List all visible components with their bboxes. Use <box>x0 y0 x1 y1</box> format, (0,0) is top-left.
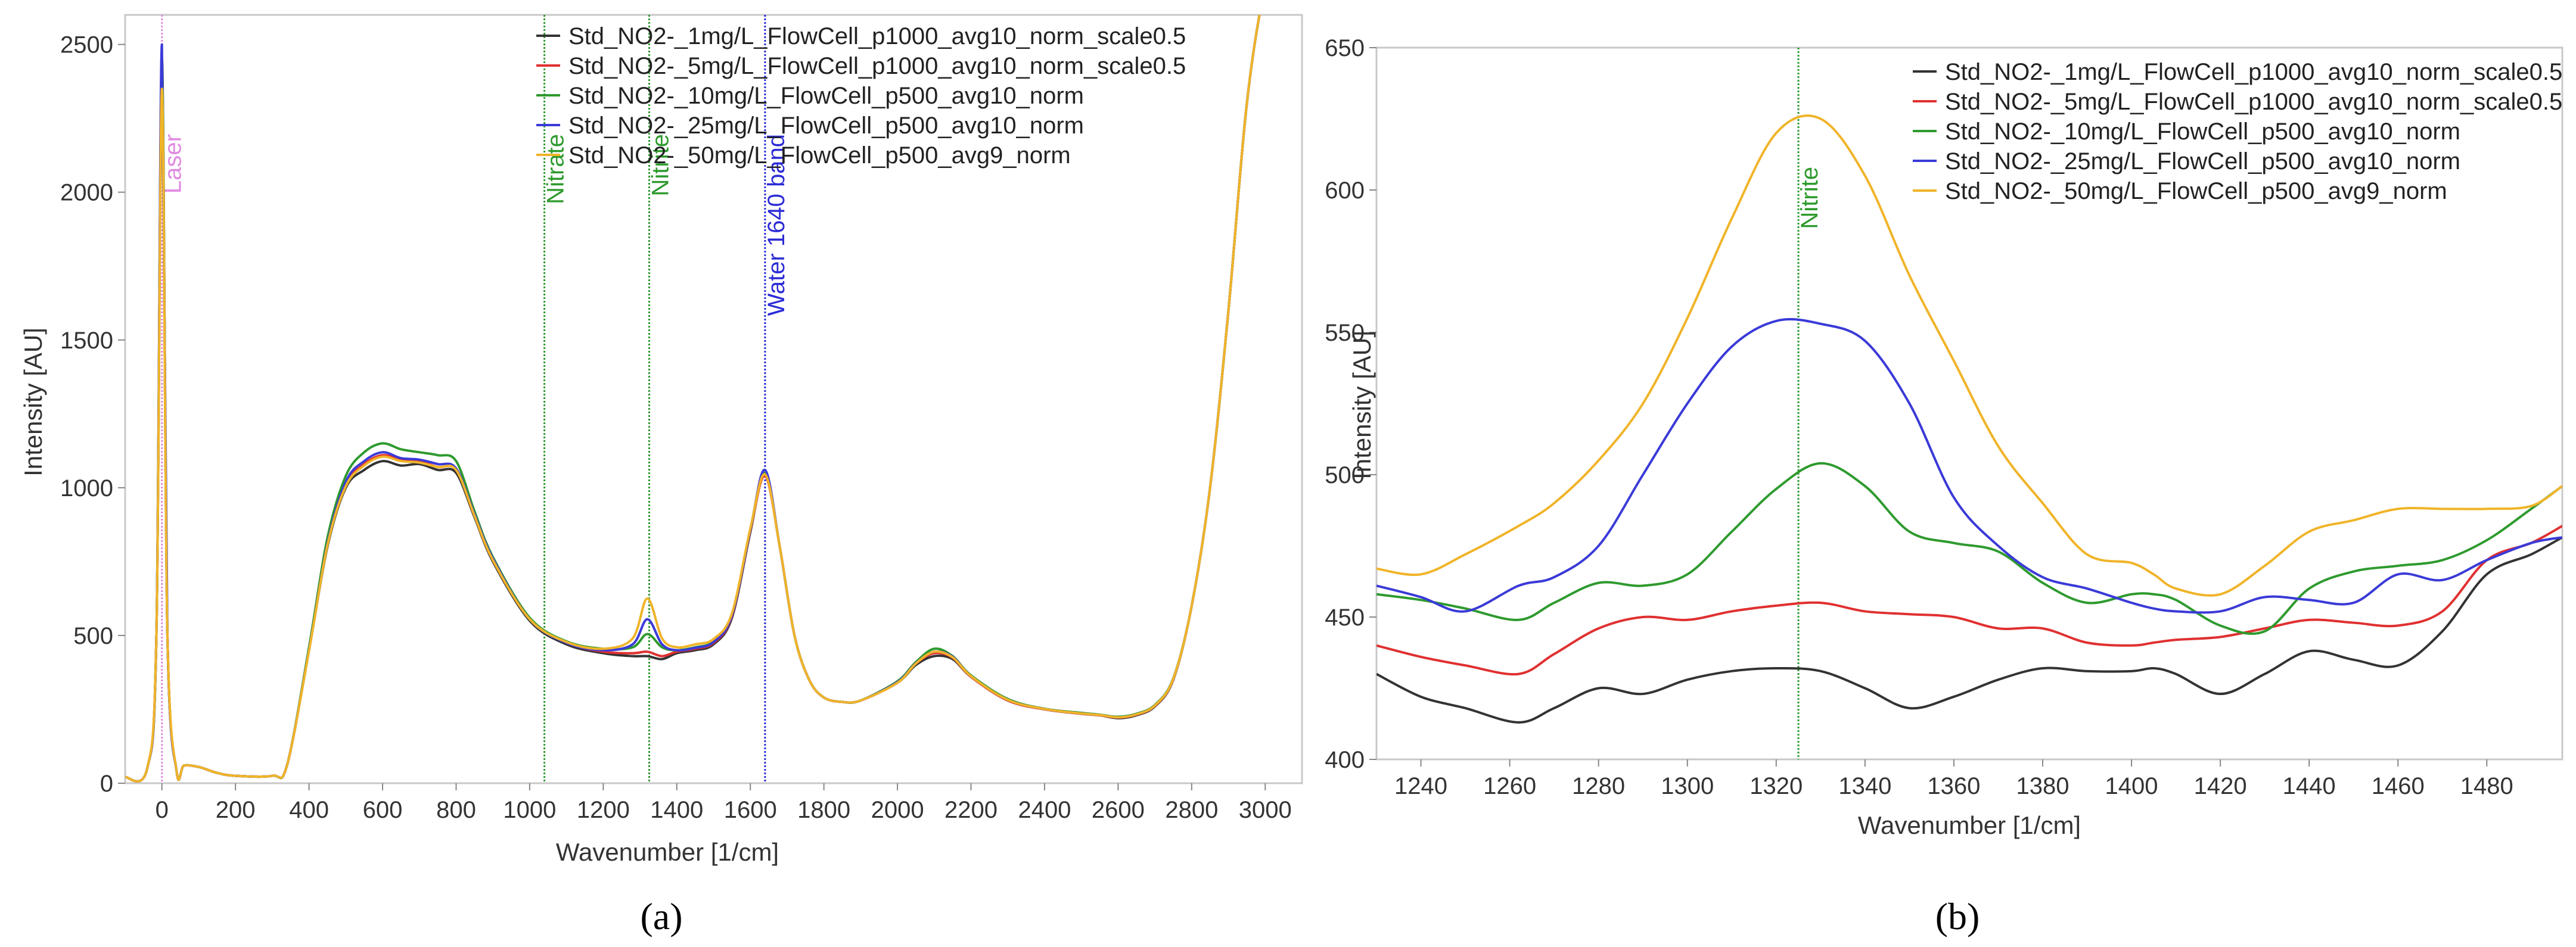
y-tick-label: 0 <box>100 771 113 797</box>
panel-a-y-axis-title: Intensity [AU] <box>19 328 47 476</box>
x-tick-label: 1300 <box>1661 773 1714 799</box>
y-tick-label: 550 <box>1325 320 1365 346</box>
panel-b-x-ticks: 1240 1260 1280 1300 1320 1340 1360 1380 1400 1420… <box>1394 759 2513 799</box>
x-tick-label: 1440 <box>2283 773 2336 799</box>
x-tick-label: 600 <box>363 797 403 823</box>
legend-entry: Std_NO2-_50mg/L_FlowCell_p500_avg9_norm <box>568 142 1071 169</box>
panel-a-x-axis-title: Wavenumber [1/cm] <box>556 838 779 866</box>
x-tick-label: 1320 <box>1750 773 1803 799</box>
annotation-label: Nitrite <box>1797 167 1823 229</box>
panel-b-y-ticks: 400 450 500 550 600 650 <box>1325 35 1376 773</box>
x-tick-label: 1000 <box>503 797 556 823</box>
x-tick-label: 1260 <box>1483 773 1536 799</box>
series-line <box>125 15 1261 783</box>
series-line <box>1376 462 2562 635</box>
caption-a: (a) <box>640 895 682 937</box>
x-tick-label: 2000 <box>871 797 924 823</box>
legend-entry: Std_NO2-_1mg/L_FlowCell_p1000_avg10_norm… <box>1945 59 2562 85</box>
y-tick-label: 500 <box>1325 462 1365 488</box>
x-tick-label: 1380 <box>2016 773 2069 799</box>
x-tick-label: 1340 <box>1838 773 1891 799</box>
panel-b-y-axis-title: Intensity [AU] <box>1348 331 1376 479</box>
caption-b: (b) <box>1935 895 1980 937</box>
annotation-label: Nitrate <box>543 134 569 204</box>
panel-b-legend: Std_NO2-_1mg/L_FlowCell_p1000_avg10_norm… <box>1913 59 2562 204</box>
legend-entry: Std_NO2-_25mg/L_FlowCell_p500_avg10_norm <box>568 113 1084 139</box>
y-tick-label: 2500 <box>60 32 113 58</box>
x-tick-label: 3000 <box>1239 797 1292 823</box>
x-tick-label: 1600 <box>724 797 777 823</box>
legend-entry: Std_NO2-_5mg/L_FlowCell_p1000_avg10_norm… <box>568 53 1186 79</box>
series-line <box>1376 525 2562 676</box>
y-tick-label: 600 <box>1325 177 1365 204</box>
legend-entry: Std_NO2-_25mg/L_FlowCell_p500_avg10_norm <box>1945 148 2460 175</box>
panel-a-x-ticks: 0 200 400 600 800 1000 1200 1400 1600 1800 2000 220… <box>156 783 1292 823</box>
panel-a-plot-frame <box>124 14 1303 784</box>
x-tick-label: 1360 <box>1927 773 1980 799</box>
legend-entry: Std_NO2-_10mg/L_FlowCell_p500_avg10_norm <box>1945 119 2460 145</box>
series-line <box>1376 114 2562 597</box>
y-tick-label: 400 <box>1325 747 1365 773</box>
x-tick-label: 1240 <box>1394 773 1447 799</box>
x-tick-label: 2800 <box>1165 797 1218 823</box>
panel-a-legend: Std_NO2-_1mg/L_FlowCell_p1000_avg10_norm… <box>536 23 1186 169</box>
y-tick-label: 1500 <box>60 328 113 354</box>
legend-entry: Std_NO2-_50mg/L_FlowCell_p500_avg9_norm <box>1945 178 2447 204</box>
x-tick-label: 1480 <box>2460 773 2513 799</box>
panel-a-series-lines <box>125 15 1261 783</box>
annotation-label: Water 1640 band <box>763 134 790 316</box>
series-line <box>1376 318 2562 614</box>
y-tick-label: 500 <box>73 623 113 649</box>
annotation-label: Nitrite <box>647 134 673 196</box>
panel-b-series-lines <box>1376 114 2562 724</box>
x-tick-label: 0 <box>156 797 169 823</box>
legend-entry: Std_NO2-_10mg/L_FlowCell_p500_avg10_norm <box>568 83 1084 109</box>
x-tick-label: 1280 <box>1572 773 1625 799</box>
panel-a-y-ticks: 0 500 1000 1500 2000 2500 <box>60 32 125 797</box>
x-tick-label: 2200 <box>944 797 998 823</box>
x-tick-label: 2400 <box>1018 797 1071 823</box>
y-tick-label: 650 <box>1325 35 1365 61</box>
series-line <box>1376 536 2562 724</box>
x-tick-label: 200 <box>216 797 256 823</box>
x-tick-label: 800 <box>436 797 476 823</box>
x-tick-label: 1400 <box>650 797 703 823</box>
panel-b-chart: Nitrite 1240 1260 1280 1300 1320 1340 1360 1380… <box>1325 35 2563 839</box>
x-tick-label: 400 <box>289 797 329 823</box>
x-tick-label: 1420 <box>2194 773 2247 799</box>
legend-entry: Std_NO2-_5mg/L_FlowCell_p1000_avg10_norm… <box>1945 89 2562 115</box>
x-tick-label: 1460 <box>2372 773 2425 799</box>
x-tick-label: 1200 <box>577 797 630 823</box>
y-tick-label: 450 <box>1325 605 1365 631</box>
legend-entry: Std_NO2-_1mg/L_FlowCell_p1000_avg10_norm… <box>568 23 1186 49</box>
panel-b-annotations: Nitrite <box>1797 48 1823 759</box>
x-tick-label: 2600 <box>1092 797 1145 823</box>
y-tick-label: 1000 <box>60 475 113 501</box>
panel-a-chart: Laser Nitrate Nitrite Water 1640 band 0 200 4… <box>19 14 1303 866</box>
x-tick-label: 1800 <box>797 797 850 823</box>
x-tick-label: 1400 <box>2105 773 2158 799</box>
panel-b-x-axis-title: Wavenumber [1/cm] <box>1858 811 2081 839</box>
y-tick-label: 2000 <box>60 180 113 206</box>
